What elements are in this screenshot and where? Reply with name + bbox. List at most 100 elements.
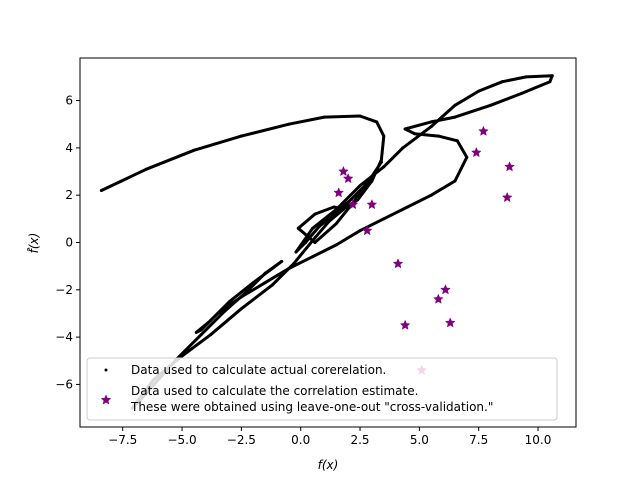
actual-data-point [311,255,315,259]
x-tick-label: −5.0 [167,433,196,447]
actual-data-point [337,210,341,214]
actual-data-point [263,271,267,275]
actual-data-point [194,330,198,334]
actual-data-point [401,146,405,150]
y-axis-label: f̂(x) [27,233,41,254]
actual-data-point [413,132,417,136]
actual-data-point [382,217,386,221]
estimate-star-point [347,198,359,210]
x-tick-label: 0.0 [291,433,310,447]
actual-data-point [239,134,243,138]
actual-data-point [144,167,148,171]
actual-data-point [341,207,345,211]
y-tick-label: 2 [65,188,73,202]
actual-data-point [330,212,334,216]
actual-data-point [239,307,243,311]
actual-data-point [358,114,362,118]
actual-data-point [292,262,296,266]
estimate-star-point [333,187,345,198]
actual-data-point [287,267,291,271]
actual-data-point [311,226,315,230]
plot-data [99,74,554,410]
actual-data-point [303,241,307,244]
legend-star-marker [100,394,112,405]
y-tick-label: −2 [55,283,73,297]
actual-data-point [353,198,357,202]
actual-data-point [489,103,493,107]
x-tick-label: 10.0 [525,433,552,447]
actual-data-point [436,134,440,138]
actual-data-point [375,120,379,124]
actual-data-point [477,89,481,93]
actual-data-point [270,267,274,271]
legend-dot-marker [104,368,108,372]
actual-data-point [379,158,383,162]
actual-data-point [429,193,433,197]
actual-data-point [519,91,523,95]
actual-data-point [287,122,291,126]
actual-data-point [199,333,203,337]
estimate-star-point [470,146,482,158]
actual-data-point [332,205,336,209]
actual-data-point [406,205,410,209]
estimate-star-point [399,319,411,330]
actual-data-point [199,328,203,332]
y-tick-label: 4 [65,141,73,155]
estimate-star-point [361,225,373,236]
actual-data-point [548,80,552,84]
actual-data-point [334,243,338,247]
actual-data-point [296,226,300,230]
y-tick-label: −6 [55,377,73,391]
actual-data-point [228,300,232,304]
actual-data-point [239,295,243,299]
actual-data-point [334,207,338,211]
estimate-star-point [432,293,444,304]
y-tick-label: −4 [55,330,73,344]
estimate-star-point [342,172,354,184]
actual-data-point [365,181,369,185]
estimate-star-point [501,191,513,203]
estimate-star-point [504,161,515,172]
estimate-star-point [444,317,456,328]
x-tick-label: 2.5 [350,433,369,447]
actual-data-point [379,160,383,164]
actual-data-point [455,139,459,143]
actual-data-point [370,179,374,183]
plot-area [99,74,554,410]
actual-data-point [244,290,248,294]
actual-data-point [403,127,407,131]
legend-box [86,357,558,421]
actual-data-point [223,309,227,313]
actual-data-point [99,188,103,192]
legend-label-estimate: Data used to calculate the correlation e… [131,384,418,398]
actual-data-point [453,115,457,119]
actual-data-point [318,224,322,228]
x-tick-label: −2.5 [227,433,256,447]
actual-data-point [209,319,213,323]
estimate-star-point [366,198,378,210]
actual-data-point [313,236,317,240]
actual-data-point [216,311,220,315]
actual-data-point [313,241,317,244]
actual-data-point [356,198,360,202]
x-axis-label: f(x) [318,458,339,472]
legend-label-actual: Data used to calculate actual corerelati… [131,363,386,377]
actual-data-point [294,250,298,254]
estimate-star-point [392,258,404,269]
actual-data-point [270,283,274,287]
axes: −7.5 −5.0 −2.5 0.0 2.5 5.0 7.5 10.0 −6 −4 −2 0 2 4 6 [55,57,577,447]
actual-data-point [465,155,469,159]
actual-data-point [382,134,386,138]
actual-data-point [429,125,433,129]
x-tick-label: 5.0 [410,433,429,447]
actual-data-point [382,165,386,169]
actual-data-point [524,75,528,79]
actual-data-point [370,174,374,178]
actual-data-point [500,80,504,84]
actual-data-point [263,281,267,285]
actual-data-point [550,74,554,78]
actual-data-point [180,354,184,358]
actual-data-point [327,219,331,223]
estimate-star-point [440,284,451,295]
